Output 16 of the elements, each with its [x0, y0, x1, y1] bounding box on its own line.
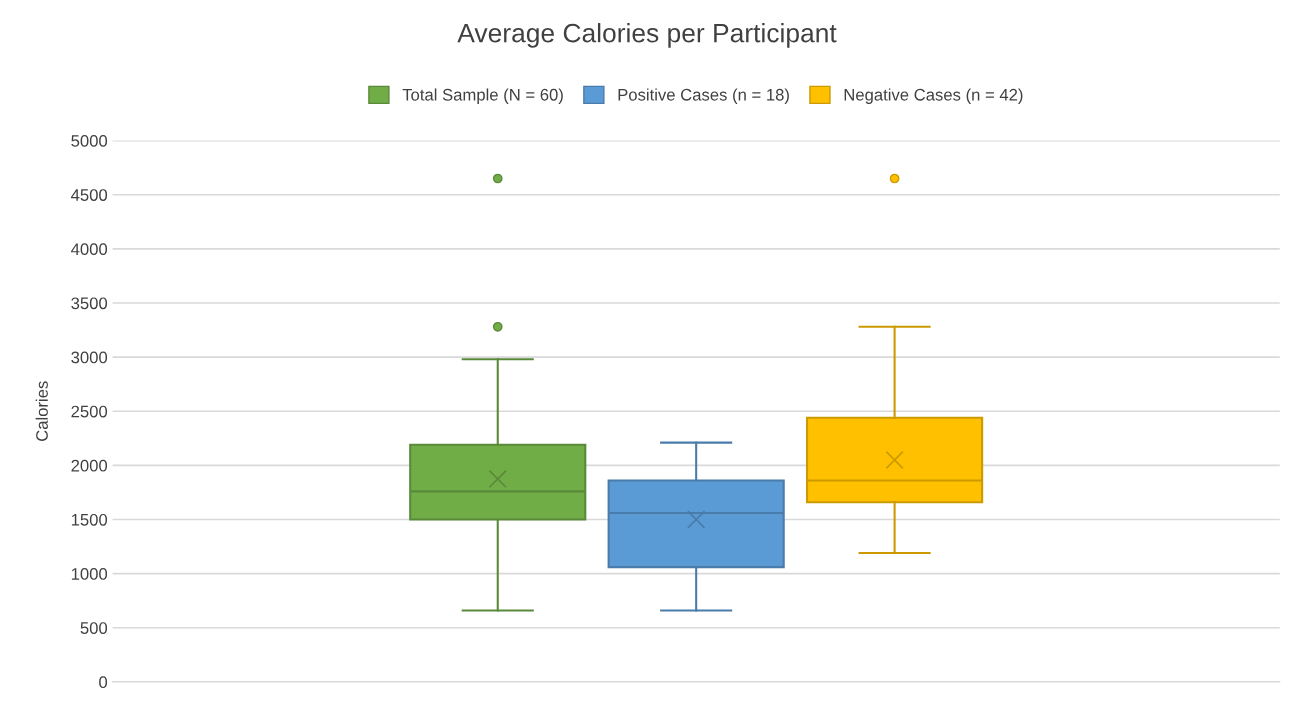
y-tick-label: 1000: [71, 568, 108, 580]
legend-label: Total Sample (N = 60): [402, 88, 563, 104]
y-tick-label: 2000: [71, 459, 108, 472]
y-tick-label: 4500: [71, 189, 108, 201]
y-tick-label: 2500: [71, 405, 108, 418]
y-tick-label: 3500: [71, 297, 108, 310]
y-tick-label: 0: [99, 676, 108, 689]
y-tick-label: 3000: [71, 351, 108, 364]
y-tick-label: 4000: [71, 243, 108, 256]
y-tick-label: 1500: [71, 513, 108, 526]
y-tick-label: 5000: [71, 135, 108, 147]
y-tick-label: 500: [80, 622, 108, 634]
chart-title: Average Calories per Participant: [457, 23, 837, 48]
legend-label: Positive Cases (n = 18): [618, 88, 789, 104]
legend-label: Negative Cases (n = 42): [844, 88, 1023, 104]
y-axis-title: Calories: [35, 381, 48, 441]
